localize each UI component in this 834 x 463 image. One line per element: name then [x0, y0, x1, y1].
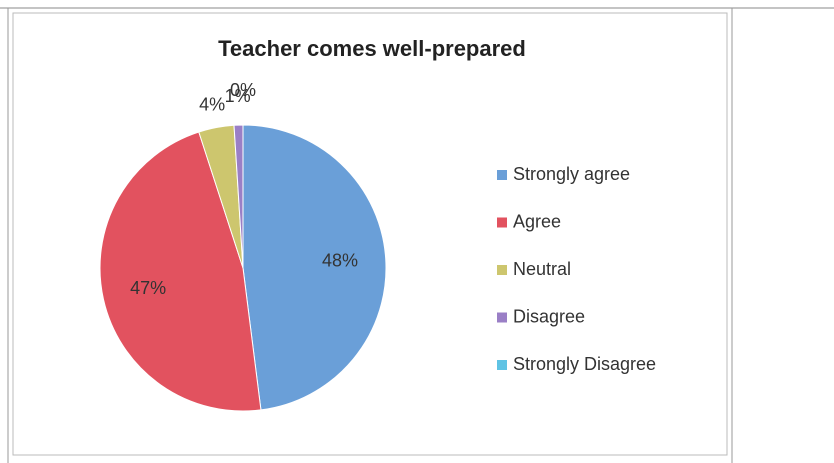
data-label: 0%	[230, 80, 256, 100]
pie-slice	[99, 131, 262, 412]
pie-slice	[242, 124, 387, 411]
legend-marker	[497, 170, 507, 180]
legend-label: Disagree	[513, 306, 585, 326]
data-label: 47%	[130, 278, 166, 298]
chart-title: Teacher comes well-prepared	[218, 36, 526, 61]
legend-label: Strongly Disagree	[513, 354, 656, 374]
data-label: 48%	[322, 251, 358, 271]
legend-label: Agree	[513, 211, 561, 231]
legend-label: Strongly agree	[513, 164, 630, 184]
legend-marker	[497, 312, 507, 323]
legend-marker	[497, 217, 507, 228]
chart-border	[12, 12, 728, 456]
data-label: 4%	[199, 95, 225, 115]
data-label: 1%	[225, 86, 251, 106]
legend-label: Neutral	[513, 259, 571, 279]
legend-marker	[497, 360, 507, 370]
legend-marker	[497, 265, 507, 275]
